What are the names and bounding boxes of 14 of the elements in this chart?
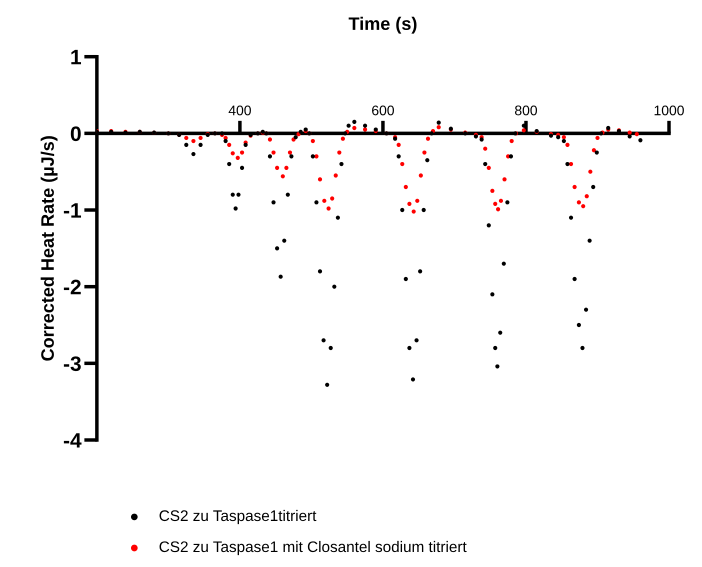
y-tick-label: -2 (64, 280, 81, 294)
y-tick-label: -4 (64, 433, 82, 448)
x-tick-label: 800 (514, 106, 538, 116)
legend-label: CS2 zu Taspase1 mit Closantel sodium titriert (160, 540, 467, 556)
y-tick-label: 1 (71, 50, 82, 64)
x-tick-label: 1000 (654, 106, 684, 116)
y-tick-label: 0 (70, 126, 81, 142)
y-tick-label: -1 (64, 203, 82, 218)
x-tick-label: 600 (372, 106, 394, 116)
x-tick-label: 400 (228, 106, 251, 116)
y-tick-label: -3 (64, 356, 81, 372)
legend-label: CS2 zu Taspase1titriert (160, 510, 316, 524)
x-axis-title: Time (s) (348, 16, 416, 34)
y-axis-title: Corrected Heat Rate (µJ/s) (40, 136, 58, 361)
